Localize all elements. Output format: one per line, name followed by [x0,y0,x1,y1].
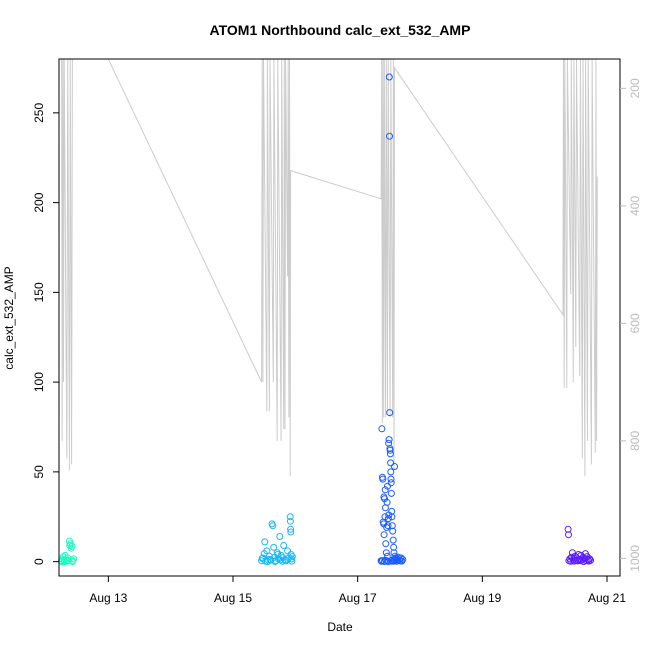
y-tick-label-0: 0 [32,558,46,565]
chart-title: ATOM1 Northbound calc_ext_532_AMP [210,22,471,38]
x-tick-label-1: Aug 15 [214,591,252,605]
series-2-point-11 [382,549,390,557]
series-2-point-43 [381,486,389,494]
series-1-point-19 [281,556,289,564]
series-1-point-15 [276,533,284,540]
series-2-point-27 [387,479,395,487]
plot-frame [58,58,621,577]
series-2-point-46 [380,558,388,565]
series-2-point-28 [387,489,395,497]
series-2-point-16 [384,515,392,523]
series-0-point-18 [63,557,71,565]
series-1-point-18 [280,542,288,549]
y-tick-label-5: 250 [32,103,46,123]
y-tick-label-3: 150 [32,282,46,302]
series-2-point-63 [383,552,391,560]
series-3-point-0 [564,525,572,533]
series-1-point-31 [276,556,284,564]
series-2-point-24 [387,459,395,467]
y-tick-label-2: 100 [32,372,46,392]
secondary-line-layer [61,58,598,477]
series-1-point-30 [258,554,266,562]
series-3-point-26 [586,555,594,563]
series-1-point-23 [261,538,269,546]
x-tick-label-0: Aug 13 [89,591,127,605]
series-2-point-8 [381,513,389,521]
x-tick-label-3: Aug 19 [463,591,501,605]
x-tick-label-2: Aug 17 [339,591,377,605]
x-axis-label: Date [327,620,353,634]
series-2-point-34 [390,543,398,551]
series-2-point-30 [388,513,396,521]
series-1-point-39 [288,553,296,561]
series-0-point-13 [68,542,76,550]
series-1-point-33 [286,517,294,525]
series-2-point-20 [386,409,394,417]
series-2-point-3 [379,475,387,483]
series-2-point-32 [389,527,397,535]
series-1-point-21 [284,547,292,555]
series-2-point-31 [388,522,396,530]
series-2-point-25 [387,468,395,476]
series-0-point-19 [68,558,76,566]
series-2-point-6 [380,531,388,539]
series-1-point-9 [269,522,277,530]
y-tick-label-4: 200 [32,192,46,212]
y2-tick-label-1: 400 [628,196,642,216]
y-tick-label-1: 50 [32,465,46,479]
x-tick-label-4: Aug 21 [588,591,626,605]
series-1-point-4 [263,547,271,555]
series-2-point-42 [380,493,388,501]
series-2-point-60 [397,554,405,562]
series-3-point-27 [587,556,595,564]
series-2-point-41 [385,439,393,447]
series-1-point-32 [286,513,294,521]
x-axis: Aug 13 Aug 15 Aug 17 Aug 19 Aug 21 [89,576,626,605]
series-4-line [61,58,598,477]
series-2-point-14 [384,482,391,490]
series-1-point-35 [287,528,295,536]
series-3-point-1 [565,531,572,539]
series-2-point-19 [386,132,393,140]
y2-tick-label-4: 1000 [628,545,642,572]
series-2-point-51 [388,556,396,564]
series-2-point-36 [391,463,398,470]
series-2-point-33 [389,536,397,544]
series-2-point-15 [384,522,392,530]
y-axis-label: calc_ext_532_AMP [2,266,16,369]
series-1-point-27 [274,551,282,558]
series-3-point-14 [575,556,583,563]
y2-tick-label-3: 800 [628,431,642,451]
series-2-point-23 [386,450,394,458]
series-2-point-49 [384,558,392,566]
series-2-point-40 [385,436,393,444]
series-2-point-22 [386,446,394,454]
series-2-point-62 [399,556,407,563]
series-2-point-10 [382,540,390,548]
series-1-point-38 [288,557,296,565]
series-1-point-34 [287,525,295,533]
series-2-point-29 [388,507,396,515]
series-2-point-18 [385,73,393,81]
y2-tick-label-2: 600 [628,313,642,333]
series-2-point-44 [378,557,385,565]
series-2-point-26 [387,475,395,483]
series-2-point-13 [383,498,391,506]
y-axis: 0 50 100 150 200 250 [32,103,59,565]
series-0-point-17 [61,558,69,565]
series-2-point-1 [378,425,386,433]
y2-tick-label-0: 200 [628,78,642,98]
series-1-point-10 [270,543,278,551]
points-layer [58,73,595,566]
y2-axis: 200 400 600 800 1000 [620,78,642,572]
series-0-point-5 [62,556,70,564]
